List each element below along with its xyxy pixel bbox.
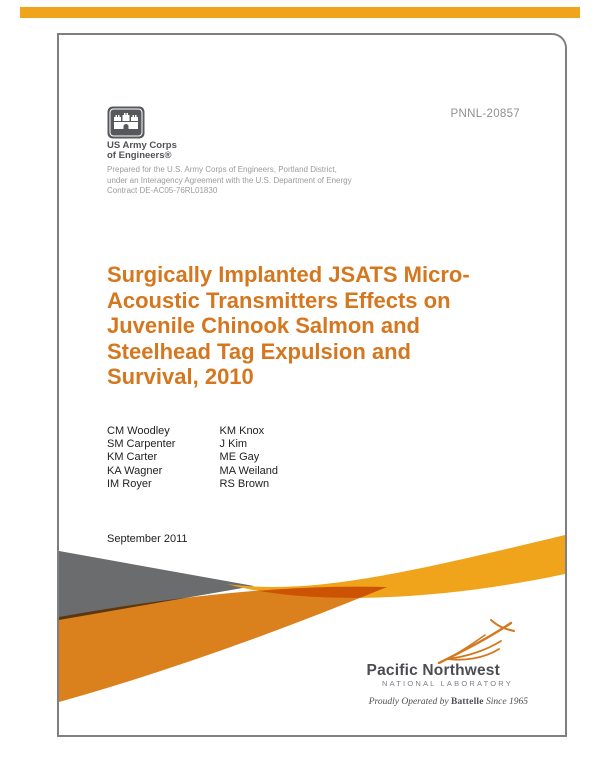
prepared-line: under an Interagency Agreement with the … bbox=[107, 175, 352, 185]
title-line: Survival, 2010 bbox=[107, 364, 254, 389]
title-line: Surgically Implanted JSATS Micro- bbox=[107, 262, 470, 287]
author: J Kim bbox=[219, 438, 248, 451]
report-title: Surgically Implanted JSATS Micro- Acoust… bbox=[107, 262, 537, 390]
cover-swoosh-graphic bbox=[59, 535, 565, 702]
usace-castle-icon bbox=[107, 106, 145, 139]
author: CM Woodley bbox=[107, 425, 170, 437]
battelle-tagline: Proudly Operated by Battelle Since 1965 bbox=[369, 697, 528, 707]
prepared-line: Contract DE-AC05-76RL01830 bbox=[107, 186, 218, 195]
author: KM Carter bbox=[107, 451, 158, 464]
author-column-2: KM Knox J Kim ME Gay MA Weiland RS Brown bbox=[220, 425, 279, 491]
publication-date: September 2011 bbox=[107, 533, 188, 545]
top-accent-bar bbox=[20, 7, 580, 18]
prepared-line: Prepared for the U.S. Army Corps of Engi… bbox=[107, 165, 337, 174]
tagline-prefix: Proudly Operated by bbox=[368, 697, 451, 707]
prepared-for-text: Prepared for the U.S. Army Corps of Engi… bbox=[107, 165, 352, 197]
author-column-1: CM Woodley SM Carpenter KM Carter KA Wag… bbox=[107, 425, 175, 491]
orange-swoosh bbox=[59, 586, 387, 702]
author: MA Weiland bbox=[219, 464, 279, 477]
report-number: PNNL-20857 bbox=[450, 108, 520, 120]
author: IM Royer bbox=[107, 477, 152, 490]
author: ME Gay bbox=[219, 451, 260, 464]
amber-swoosh bbox=[227, 535, 565, 598]
title-line: Steelhead Tag Expulsion and bbox=[107, 338, 411, 364]
usace-wordmark-line2: of Engineers® bbox=[107, 150, 172, 161]
usace-wordmark-line1: US Army Corps bbox=[107, 140, 177, 151]
report-cover-page: PNNL-20857 US Army Corps of Engineers® P… bbox=[57, 33, 567, 737]
pnnl-subtitle: NATIONAL LABORATORY bbox=[382, 679, 513, 688]
title-line: Acoustic Transmitters Effects on bbox=[107, 287, 451, 313]
author: KM Knox bbox=[219, 425, 265, 437]
tagline-suffix: Since 1965 bbox=[483, 697, 528, 707]
author: RS Brown bbox=[219, 477, 270, 490]
pnnl-reed-icon bbox=[437, 619, 515, 664]
title-line: Juvenile Chinook Salmon and bbox=[107, 313, 420, 338]
battelle-wordmark: Battelle bbox=[450, 697, 484, 707]
author: KA Wagner bbox=[107, 464, 163, 477]
author-list: CM Woodley SM Carpenter KM Carter KA Wag… bbox=[107, 425, 278, 491]
author: SM Carpenter bbox=[107, 438, 176, 451]
pnnl-wordmark: Pacific Northwest bbox=[366, 662, 500, 679]
gray-swoosh bbox=[59, 551, 254, 620]
usace-wordmark: US Army Corps of Engineers® bbox=[107, 141, 177, 161]
